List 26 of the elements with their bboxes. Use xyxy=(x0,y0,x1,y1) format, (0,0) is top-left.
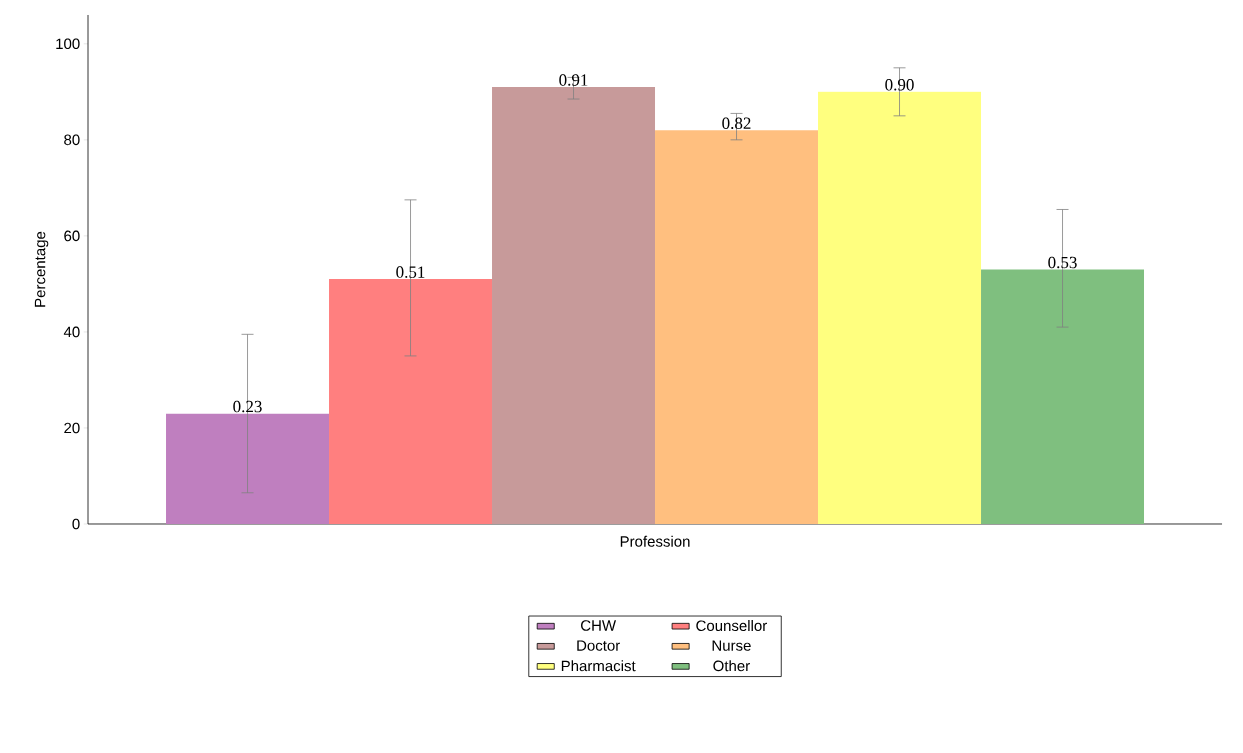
legend-label: Nurse xyxy=(712,640,751,651)
bar xyxy=(329,279,493,524)
bar xyxy=(655,130,819,524)
annotation: 0.82 xyxy=(722,117,751,130)
y-tick-label: 60 xyxy=(64,230,80,242)
annotation: 0.91 xyxy=(559,74,588,86)
bar xyxy=(492,87,656,524)
legend-label: Pharmacist xyxy=(561,660,636,672)
legend-label: Doctor xyxy=(577,640,620,651)
y-tick-label: 80 xyxy=(64,134,80,146)
legend-label: CHW xyxy=(581,620,617,631)
annotation: 0.51 xyxy=(396,266,425,278)
x-axis-title: Profession xyxy=(620,535,690,547)
annotation: 0.90 xyxy=(885,79,914,91)
bar xyxy=(818,91,982,524)
y-tick-label: 20 xyxy=(64,422,80,434)
y-tick-label: 100 xyxy=(56,38,80,50)
legend-label: Other xyxy=(713,660,750,672)
bar xyxy=(981,269,1145,524)
legend-label: Counsellor xyxy=(696,620,767,632)
annotation: 0.53 xyxy=(1048,256,1077,269)
bar xyxy=(166,413,330,524)
y-tick-label: 0 xyxy=(72,518,80,530)
y-axis-title: Percentage xyxy=(34,231,49,307)
annotation: 0.23 xyxy=(233,400,262,413)
y-tick-label: 40 xyxy=(63,326,80,338)
